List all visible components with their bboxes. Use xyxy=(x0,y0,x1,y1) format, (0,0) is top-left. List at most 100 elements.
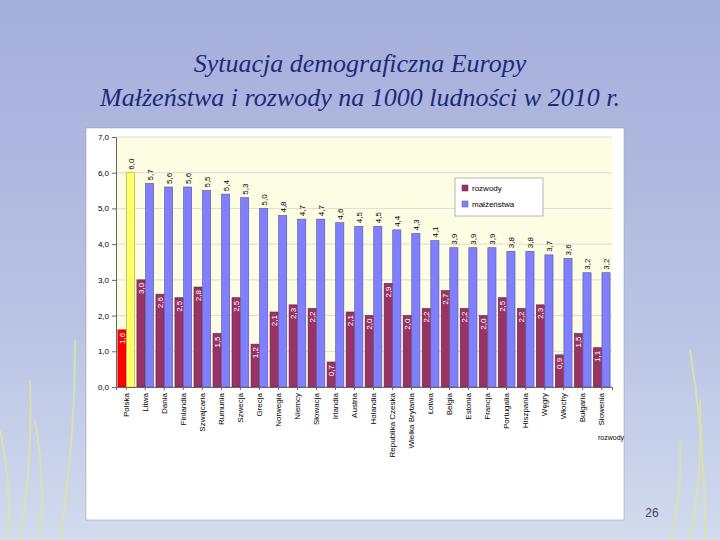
data-label: 2,5 xyxy=(498,300,507,312)
bar xyxy=(203,191,211,387)
data-label: 2,2 xyxy=(517,311,526,323)
data-label: 0,9 xyxy=(555,357,564,369)
tick: 5,0 xyxy=(98,204,116,213)
tick: Wielka Brytania xyxy=(407,387,416,449)
tick-label: Irlandia xyxy=(331,392,340,419)
tick-mark xyxy=(316,387,317,390)
data-label: 2,5 xyxy=(175,300,184,312)
chart-panel xyxy=(86,128,624,520)
tick: Węgry xyxy=(540,387,549,416)
background xyxy=(0,0,720,540)
bar xyxy=(241,198,249,387)
tick: Republika Czeska xyxy=(388,387,397,457)
tick: Polska xyxy=(122,387,131,417)
tick-label: 0,0 xyxy=(98,383,110,392)
slide: Sytuacja demograficzna EuropyMałżeństwa … xyxy=(0,0,720,540)
tick: Grecja xyxy=(255,387,264,417)
tick-mark xyxy=(240,387,241,390)
tick-mark xyxy=(183,387,184,390)
data-label: 3,7 xyxy=(545,240,554,252)
tick-label: Węgry xyxy=(540,393,549,416)
tick: Francja xyxy=(483,387,492,420)
tick-mark xyxy=(449,387,450,390)
bar xyxy=(251,344,259,387)
x-axis: Polska Litwa Dania Finlandia Szwajcaria Rumun… xyxy=(117,387,613,457)
tick: Litwa xyxy=(141,387,150,412)
page-number: 26 xyxy=(645,506,659,520)
bar xyxy=(137,280,145,387)
tick: Estonia xyxy=(464,387,473,420)
tick-mark xyxy=(335,387,336,390)
bar xyxy=(393,230,401,387)
bar xyxy=(545,255,553,387)
tick-label: Finlandia xyxy=(179,392,188,425)
tick-label: Francja xyxy=(483,392,492,419)
tick-label: Belgia xyxy=(445,392,454,415)
tick-mark xyxy=(112,208,116,209)
tick: Irlandia xyxy=(331,387,340,419)
tick-label: Republika Czeska xyxy=(388,392,397,457)
data-label: 1,6 xyxy=(118,332,127,344)
tick: Dania xyxy=(160,387,169,414)
tick-mark xyxy=(112,387,116,388)
tick-label: Szwecja xyxy=(236,392,245,422)
tick: Norwegia xyxy=(274,387,283,427)
bar xyxy=(403,316,411,387)
data-label: 2,2 xyxy=(460,311,469,323)
tick-label: Szwajcaria xyxy=(198,392,207,431)
tick-label: Słowenia xyxy=(597,392,606,425)
tick-mark xyxy=(525,387,526,390)
tick-mark xyxy=(430,387,431,390)
tick-label: Austria xyxy=(350,392,359,417)
bar xyxy=(146,183,154,387)
data-label: 2,1 xyxy=(346,314,355,326)
tick: Rumunia xyxy=(217,387,226,425)
data-label: 4,7 xyxy=(298,204,307,216)
tick-label: Polska xyxy=(122,392,131,417)
bar xyxy=(118,330,126,387)
bars xyxy=(118,173,610,387)
data-label: 5,4 xyxy=(222,179,231,191)
data-label: 1,2 xyxy=(251,347,260,359)
tick-label: 2,0 xyxy=(98,312,110,321)
bar xyxy=(175,298,183,387)
grid-line xyxy=(116,137,612,138)
tick: Belgia xyxy=(445,387,454,415)
bar xyxy=(526,251,534,387)
bar xyxy=(583,273,591,387)
tick-mark xyxy=(487,387,488,390)
data-label: 3,0 xyxy=(137,282,146,294)
data-label: 3,2 xyxy=(583,258,592,270)
subtitle: Małżeństwa i rozwody na 1000 ludności w … xyxy=(99,83,620,112)
bar xyxy=(574,333,582,387)
tick: Szwecja xyxy=(236,387,245,423)
data-label: 3,9 xyxy=(488,233,497,245)
data-label: 2,6 xyxy=(156,297,165,309)
data-label: 2,7 xyxy=(441,293,450,305)
data-label: 5,6 xyxy=(184,172,193,184)
y-axis: 0,01,02,03,04,05,06,07,0 xyxy=(98,133,117,392)
tick: 4,0 xyxy=(98,240,116,249)
axis-line xyxy=(112,138,117,388)
data-label: 4,5 xyxy=(374,212,383,224)
tick-label: 3,0 xyxy=(98,276,110,285)
data-label: 3,6 xyxy=(564,244,573,256)
bar xyxy=(165,187,173,387)
bar xyxy=(450,248,458,387)
legend-label: małżeństwa xyxy=(472,200,515,209)
tick-mark xyxy=(354,387,355,390)
tick: Holandia xyxy=(369,387,378,425)
legend-label: rozwody xyxy=(472,184,502,193)
bar xyxy=(156,294,164,387)
bar xyxy=(126,173,134,387)
bar xyxy=(374,226,382,387)
bar xyxy=(270,312,278,387)
grass xyxy=(35,420,42,540)
bar xyxy=(213,333,221,387)
tick-mark xyxy=(468,387,469,390)
tick: Bułgaria xyxy=(578,387,587,422)
tick-label: Estonia xyxy=(464,392,473,419)
bar xyxy=(555,355,563,387)
data-label: 2,1 xyxy=(270,314,279,326)
tick: Austria xyxy=(350,387,359,418)
